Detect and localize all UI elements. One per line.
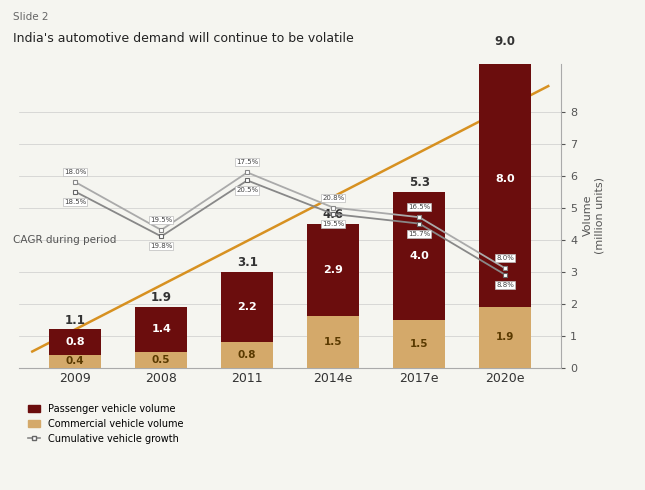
Text: 18.5%: 18.5% (64, 198, 86, 205)
Text: 4.0: 4.0 (410, 250, 429, 261)
Text: 0.8: 0.8 (65, 337, 85, 347)
Bar (221, 271, 273, 342)
Text: 9.0: 9.0 (495, 35, 516, 49)
Text: CAGR during period: CAGR during period (13, 235, 116, 245)
Text: 4.6: 4.6 (322, 208, 344, 221)
Text: 0.8: 0.8 (238, 350, 257, 360)
Text: 15.7%: 15.7% (408, 231, 430, 237)
Text: 19.5%: 19.5% (322, 221, 344, 227)
Text: 0.4: 0.4 (66, 356, 84, 366)
Bar (308, 223, 359, 317)
Text: 1.9: 1.9 (496, 332, 515, 342)
Text: 5.3: 5.3 (409, 176, 430, 189)
Text: 8.8%: 8.8% (496, 282, 514, 288)
Bar (135, 307, 187, 351)
Text: 8.0%: 8.0% (496, 255, 514, 261)
Text: 20.8%: 20.8% (322, 195, 344, 200)
Text: 3.1: 3.1 (237, 256, 258, 269)
Bar (393, 192, 445, 319)
Text: 8.0: 8.0 (495, 174, 515, 184)
Text: 2.2: 2.2 (237, 302, 257, 312)
Text: 19.8%: 19.8% (150, 244, 172, 249)
Text: 1.4: 1.4 (152, 324, 171, 334)
Text: 20.5%: 20.5% (236, 188, 258, 194)
Text: 16.5%: 16.5% (408, 204, 430, 210)
Bar (50, 329, 101, 355)
Text: India's automotive demand will continue to be volatile: India's automotive demand will continue … (13, 32, 353, 45)
Bar (135, 351, 187, 368)
Text: Slide 2: Slide 2 (13, 12, 48, 22)
Text: 1.9: 1.9 (151, 291, 172, 304)
Text: 1.5: 1.5 (324, 337, 342, 347)
Text: 1.5: 1.5 (410, 339, 428, 348)
Legend: Passenger vehicle volume, Commercial vehicle volume, Cumulative vehicle growth: Passenger vehicle volume, Commercial veh… (25, 400, 187, 448)
Text: 17.5%: 17.5% (236, 159, 259, 166)
Bar (50, 355, 101, 368)
Text: 0.5: 0.5 (152, 354, 170, 365)
Y-axis label: Volume
(million units): Volume (million units) (583, 177, 604, 254)
Text: 18.0%: 18.0% (64, 169, 86, 175)
Text: 1.1: 1.1 (64, 314, 86, 326)
Bar (479, 307, 531, 368)
Text: 19.5%: 19.5% (150, 217, 172, 223)
Text: 2.9: 2.9 (323, 265, 343, 275)
Bar (479, 51, 531, 307)
Bar (221, 342, 273, 368)
Bar (308, 317, 359, 368)
Bar (393, 319, 445, 368)
